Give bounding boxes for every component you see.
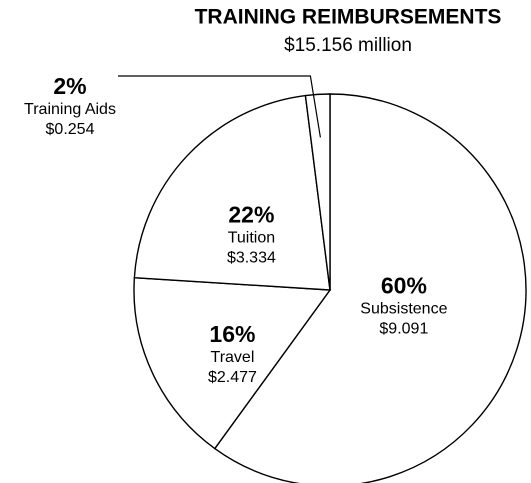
category-label: Tuition <box>228 229 275 246</box>
leader-line <box>118 75 321 138</box>
amount-label: $9.091 <box>379 320 428 337</box>
pie-slice <box>304 93 331 291</box>
pie-slice <box>133 94 331 291</box>
percent-label: 2% <box>53 73 86 99</box>
percent-label: 60% <box>381 272 427 298</box>
chart-title: TRAINING REIMBURSEMENTS <box>195 6 502 29</box>
pie-slice <box>133 276 332 450</box>
category-label: Training Aids <box>24 101 116 118</box>
category-label: Travel <box>211 349 255 366</box>
category-label: Subsistence <box>360 300 447 317</box>
percent-label: 16% <box>209 321 255 347</box>
amount-label: $0.254 <box>46 121 95 138</box>
chart-subtitle: $15.156 million <box>284 35 412 56</box>
amount-label: $3.334 <box>227 249 276 266</box>
percent-label: 22% <box>228 201 274 227</box>
pie-slice <box>213 93 527 483</box>
amount-label: $2.477 <box>208 369 257 386</box>
